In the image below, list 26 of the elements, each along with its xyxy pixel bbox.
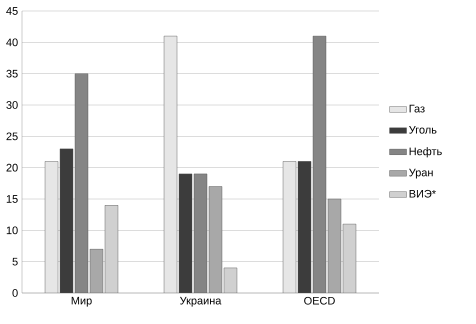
- x-tick-label: Мир: [72, 296, 92, 307]
- bar: [342, 224, 356, 293]
- bar: [282, 161, 296, 293]
- bar: [60, 148, 74, 293]
- legend-label: Уголь: [409, 126, 436, 134]
- legend-label: Газ: [410, 104, 425, 112]
- y-tick-label: 15: [6, 195, 18, 203]
- bar: [44, 161, 58, 293]
- legend-label: ВИЭ*: [410, 190, 436, 198]
- y-tick-label: 10: [6, 226, 18, 234]
- x-tick-label: Украина: [180, 296, 222, 307]
- y-tick-label: 40: [6, 38, 18, 46]
- y-tick-label: 20: [6, 164, 18, 172]
- y-tick-label: 25: [6, 132, 18, 140]
- y-tick-label: 5: [12, 258, 18, 266]
- legend-label: Нефть: [410, 147, 442, 158]
- bar: [298, 161, 312, 293]
- x-tick-label: OECD: [304, 296, 335, 305]
- y-tick-label: 45: [6, 7, 18, 15]
- bar: [104, 205, 118, 293]
- y-tick-label: 0: [12, 289, 18, 297]
- bar: [178, 174, 192, 293]
- y-tick-label: 35: [6, 70, 18, 78]
- bar: [164, 36, 178, 293]
- legend-label: Уран: [409, 168, 433, 179]
- y-tick-label: 30: [6, 101, 18, 109]
